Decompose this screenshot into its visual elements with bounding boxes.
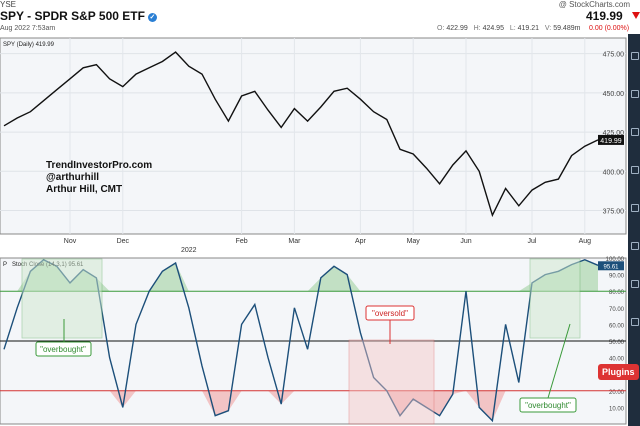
stoch-legend-prefix: P <box>3 262 7 268</box>
overbought-label-left: "overbought" <box>40 345 86 354</box>
overbought-label-box-right <box>519 397 577 413</box>
settings-icon[interactable] <box>631 318 639 326</box>
down-arrow-icon <box>632 12 640 19</box>
low-value: 419.21 <box>517 25 540 32</box>
symbol-title-text: SPY - SPDR S&P 500 ETF <box>0 9 145 23</box>
last-stoch-label: 95.61 <box>603 264 619 270</box>
verified-icon: ✓ <box>147 13 157 22</box>
stochastic-panel[interactable]: 10.0020.0030.0040.0050.0060.0070.0080.00… <box>0 257 627 425</box>
stoch-line <box>3 258 599 423</box>
text-icon[interactable] <box>631 128 639 136</box>
fib-icon[interactable] <box>631 204 639 212</box>
chart-canvas[interactable]: 375.00 400.00 425.00 450.00 475.00 Nov Dec Feb M… <box>0 34 628 426</box>
price-tick-label: 400.00 <box>603 169 625 176</box>
open-label: O: <box>437 25 445 32</box>
plugins-button[interactable]: Plugins <box>598 364 639 380</box>
stoch-tick-label: 100.00 <box>606 257 625 263</box>
draw-icon[interactable] <box>631 90 639 98</box>
stoch-tick-label: 10.00 <box>609 406 625 412</box>
watermark-line3: Arthur Hill, CMT <box>46 184 122 195</box>
overbought-label-box-left <box>35 341 92 357</box>
chart-header: YSE @ StockCharts.com SPY - SPDR S&P 500… <box>0 0 640 34</box>
price-tick-label: 450.00 <box>603 91 625 98</box>
symbol-title: SPY - SPDR S&P 500 ETF ✓ <box>0 9 157 23</box>
x-tick-label: Nov <box>64 238 77 245</box>
watermark-line1: TrendInvestorPro.com <box>46 160 152 171</box>
stoch-tick-label: 70.00 <box>609 307 625 313</box>
x-tick-label: Feb <box>236 238 248 245</box>
copyright-label: @ StockCharts.com <box>558 0 630 9</box>
oversold-zone <box>348 339 435 425</box>
overbought-label-right: "overbought" <box>525 401 571 410</box>
low-label: L: <box>509 25 516 32</box>
watermark-line2: @arthurhill <box>46 172 99 183</box>
x-tick-label: Jul <box>528 238 537 245</box>
open-value: 422.99 <box>446 25 468 32</box>
price-tick-label: 475.00 <box>603 52 625 59</box>
price-panel[interactable]: 375.00 400.00 425.00 450.00 475.00 Nov Dec Feb M… <box>0 37 627 254</box>
x-tick-label: May <box>407 238 421 245</box>
stoch-tick-label: 50.00 <box>609 340 625 346</box>
zoom-icon[interactable] <box>631 280 639 288</box>
x-tick-label: Jun <box>460 238 471 245</box>
stoch-tick-label: 90.00 <box>609 274 625 280</box>
price-tick-label: 425.00 <box>603 130 625 137</box>
overbought-zone-right <box>529 258 581 339</box>
price-tick-label: 375.00 <box>603 208 625 215</box>
high-value: 424.95 <box>482 25 504 32</box>
chart-date: Aug 2022 7:53am <box>0 25 56 32</box>
overbought-arrow-right <box>547 323 571 399</box>
last-price-box <box>598 134 624 145</box>
x-tick-label: Aug <box>579 238 592 245</box>
volume-value: 59.489m <box>553 25 581 32</box>
stoch-tick-label: 20.00 <box>609 390 625 396</box>
x-tick-label: Dec <box>117 238 130 245</box>
stoch-tick-label: 40.00 <box>609 357 625 363</box>
price-change: 0.00 (0.00%) <box>589 25 630 32</box>
exchange-label: YSE <box>0 0 17 9</box>
stoch-tick-label: 80.00 <box>609 290 625 296</box>
oversold-label: "oversold" <box>372 309 408 318</box>
last-price-label: 419.99 <box>600 138 622 145</box>
shape-icon[interactable] <box>631 242 639 250</box>
last-stoch-box <box>598 261 624 271</box>
overbought-zone-left <box>21 258 103 339</box>
x-tick-label: Mar <box>288 238 301 245</box>
year-label: 2022 <box>181 247 197 254</box>
line-icon[interactable] <box>631 166 639 174</box>
high-label: H: <box>473 25 481 32</box>
volume-label: V: <box>544 25 552 32</box>
x-tick-label: Apr <box>355 238 367 245</box>
annotations-layer: "overbought" "oversold" "overbought" <box>21 258 581 425</box>
menu-icon[interactable] <box>631 52 639 60</box>
last-price: 419.99 <box>586 9 623 23</box>
ohlc-readout: O: 422.99 H: 424.95 L: 419.21 V: 59.489m <box>437 25 580 32</box>
toolbar-sidebar <box>628 34 640 426</box>
price-line <box>3 51 599 218</box>
stoch-tick-label: 60.00 <box>609 323 625 329</box>
price-panel-title: SPY (Daily) 419.99 <box>3 42 55 48</box>
